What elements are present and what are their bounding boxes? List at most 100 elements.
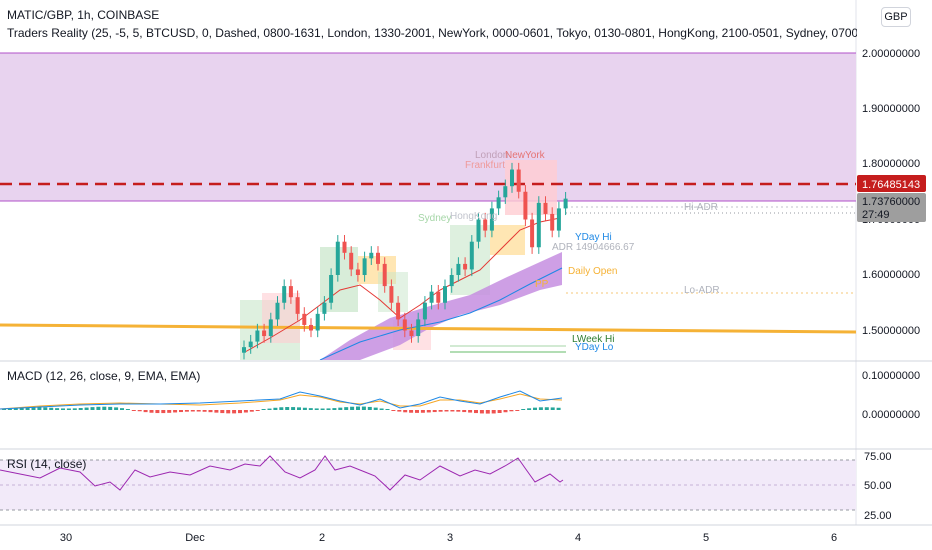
macd-pane[interactable] [0, 390, 563, 414]
macd-bar [49, 407, 54, 410]
candle-body [369, 252, 374, 259]
hongkong-label: HongKong [450, 211, 497, 222]
price-tick: 1.50000000 [862, 325, 920, 337]
macd-bar [120, 408, 124, 410]
ma-blue-line [319, 267, 563, 360]
candle-body [530, 219, 535, 248]
hi-adr-label: Hi-ADR [684, 202, 718, 213]
macd-bar [161, 410, 166, 414]
candle-body [449, 275, 454, 287]
yellow-level-line[interactable] [0, 323, 856, 334]
macd-bar [131, 410, 136, 411]
candle-body [382, 263, 387, 287]
macd-bar [409, 410, 414, 413]
macd-bar [125, 409, 130, 410]
candle-body [389, 286, 394, 303]
candle-body [282, 286, 287, 303]
macd-bar [267, 408, 272, 410]
candle-body [409, 330, 414, 337]
macd-bar [220, 410, 225, 414]
candle-body [422, 302, 427, 320]
macd-bar [538, 407, 543, 410]
macd-bar [515, 410, 520, 411]
macd-bar [456, 410, 461, 412]
newyork-label: NewYork [505, 150, 546, 161]
candle-body [349, 252, 354, 270]
session-box [505, 160, 557, 215]
macd-bar [249, 410, 254, 412]
macd-bar [462, 410, 467, 413]
last-price-badge-text: 1.73760000 [862, 196, 920, 208]
time-tick: 2 [319, 532, 325, 544]
candle-body [355, 269, 360, 275]
macd-bar [173, 410, 178, 413]
countdown-text: 27:49 [862, 209, 890, 221]
adr-label: ADR 14904666.67 [552, 242, 635, 253]
candle-body [469, 241, 474, 270]
macd-bar [226, 410, 231, 414]
candle-body [242, 347, 246, 353]
macd-bar [509, 410, 514, 412]
london-label: London [475, 150, 508, 161]
macd-bar [350, 406, 355, 410]
main-pane[interactable]: London NewYork Frankfurt Sydney HongKong… [0, 52, 856, 360]
macd-bar [208, 410, 213, 413]
pp-label: PP [535, 279, 549, 290]
macd-bar [397, 410, 402, 412]
macd-bar [255, 410, 260, 411]
macd-bar [326, 408, 331, 410]
last-price-badge [857, 193, 926, 222]
macd-bar [184, 410, 189, 412]
macd-bar [403, 410, 408, 413]
macd-bar [426, 410, 431, 413]
time-tick: 5 [703, 532, 709, 544]
macd-bar [468, 410, 473, 413]
macd-bar [420, 410, 425, 413]
yday-hi-label: YDay Hi [575, 232, 612, 243]
candle-body [489, 208, 494, 231]
macd-bar [491, 410, 496, 414]
macd-bar [444, 410, 449, 412]
level-price-badge-text: 1.76485143 [862, 179, 920, 191]
macd-bar [55, 408, 60, 410]
candle-body [396, 302, 401, 320]
macd-bar [314, 408, 319, 410]
price-tick: 1.90000000 [862, 103, 920, 115]
time-axis[interactable]: 30 Dec 2 3 4 5 6 [60, 532, 837, 544]
macd-bar [556, 407, 561, 410]
time-tick: 4 [575, 532, 581, 544]
yday-lo-label: YDay Lo [575, 342, 614, 353]
macd-bar [43, 407, 48, 410]
macd-bar [308, 408, 313, 410]
macd-bar [108, 406, 113, 410]
macd-bar [344, 407, 349, 410]
macd-bar [521, 409, 526, 410]
indicator-legend[interactable]: Traders Reality (25, -5, 5, BTCUSD, 0, D… [7, 26, 857, 40]
macd-bar [338, 407, 343, 410]
rsi-pane[interactable] [0, 455, 856, 511]
macd-signal-line [0, 393, 563, 410]
currency-button[interactable]: GBP [881, 7, 911, 27]
candles [242, 162, 568, 360]
macd-bar [238, 410, 242, 414]
rsi-legend[interactable]: RSI (14, close) [7, 457, 87, 471]
macd-bar [155, 410, 160, 414]
macd-bar [149, 410, 154, 413]
session-box [490, 225, 525, 255]
macd-bar [361, 406, 366, 410]
macd-bar [78, 408, 83, 410]
candle-body [362, 258, 367, 275]
rsi-line [0, 455, 564, 491]
macd-bar [415, 410, 419, 413]
macd-bar [485, 410, 490, 414]
symbol-title[interactable]: MATIC/GBP, 1h, COINBASE [7, 8, 160, 22]
macd-legend[interactable]: MACD (12, 26, close, 9, EMA, EMA) [7, 369, 201, 383]
price-axis[interactable]: 2.00000000 1.90000000 1.80000000 1.70000… [862, 48, 920, 337]
macd-bar [432, 410, 437, 413]
macd-bar [497, 410, 502, 413]
candle-body [288, 286, 293, 298]
time-tick: 30 [60, 532, 72, 544]
candle-body [315, 313, 320, 331]
candle-body [456, 263, 461, 275]
